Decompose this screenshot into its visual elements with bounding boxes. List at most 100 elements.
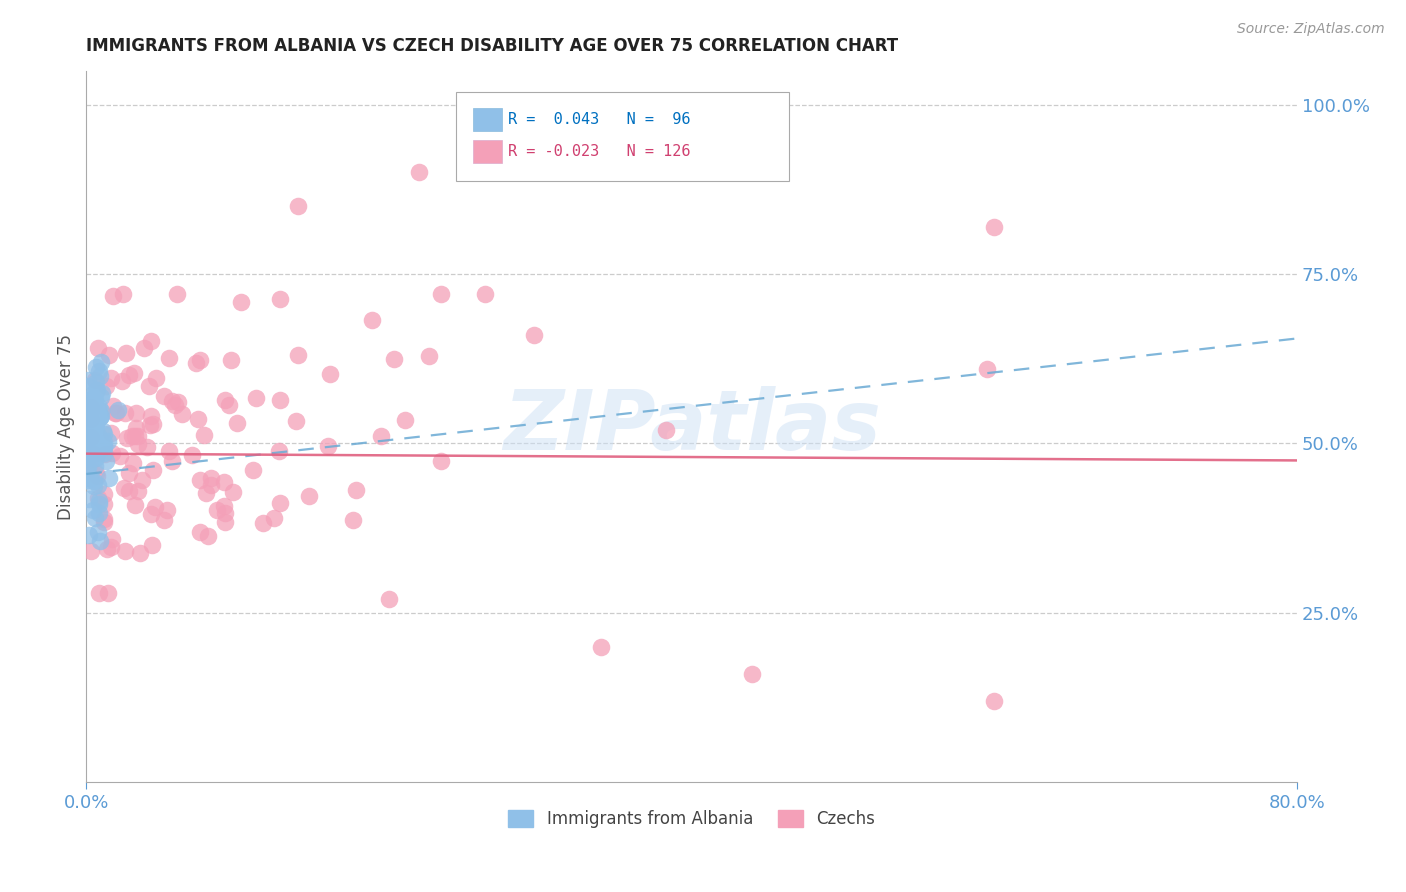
Point [80,471,103,485]
Point [90,355,112,369]
Point [188,473,211,487]
Point [131,473,153,487]
Point [86,406,108,420]
Point [269,496,291,510]
Point [86,417,108,432]
Point [83,394,105,409]
Point [983,219,1005,234]
Point [96,585,118,599]
Point [77,401,100,415]
Point [207,502,229,516]
Point [269,443,291,458]
Point [100,426,122,441]
Point [136,440,159,454]
Point [96,454,118,468]
Point [89,534,111,549]
Text: ZIPatlas: ZIPatlas [503,386,880,467]
Point [84,511,107,525]
Point [145,371,167,385]
Point [93,497,115,511]
Point [87,341,110,355]
Point [104,406,127,420]
Point [89,364,111,378]
Point [77,392,100,407]
Point [77,448,100,462]
Point [100,371,122,385]
Point [160,393,183,408]
Point [139,418,162,433]
Point [219,353,242,368]
Point [77,442,100,457]
Point [87,506,110,520]
Point [87,478,110,492]
Point [214,393,236,408]
Point [87,430,110,444]
Point [408,165,430,179]
Point [76,449,98,463]
Point [114,543,136,558]
Point [589,640,612,654]
Point [87,401,110,416]
Point [226,417,249,431]
Point [87,585,110,599]
Point [118,466,141,480]
Point [90,409,112,423]
Point [114,346,136,360]
Point [87,491,110,506]
Point [214,499,236,513]
Point [166,287,188,301]
Point [84,359,107,374]
Point [76,451,98,466]
Point [76,409,98,423]
Point [79,435,101,450]
Point [84,466,107,480]
Point [142,463,165,477]
Point [124,429,146,443]
FancyBboxPatch shape [456,92,789,181]
Point [76,473,98,487]
Point [200,471,222,485]
Point [122,366,145,380]
Point [84,424,107,438]
Point [86,468,108,483]
Point [80,461,103,475]
Point [100,532,122,546]
Point [125,420,148,434]
Point [86,525,108,540]
Point [91,385,114,400]
Point [79,443,101,458]
Point [138,378,160,392]
Point [93,487,115,501]
Text: IMMIGRANTS FROM ALBANIA VS CZECH DISABILITY AGE OVER 75 CORRELATION CHART: IMMIGRANTS FROM ALBANIA VS CZECH DISABIL… [86,37,898,55]
Point [382,352,405,367]
Point [214,475,236,489]
Point [142,417,165,431]
Point [89,369,111,384]
Point [124,498,146,512]
Point [287,348,309,362]
Point [87,400,110,414]
Point [121,429,143,443]
Point [83,431,105,445]
Point [97,434,120,449]
Point [89,437,111,451]
Point [83,385,105,400]
Point [86,383,108,397]
Point [93,446,115,460]
Point [83,450,105,465]
Point [360,313,382,327]
Point [83,424,105,438]
Text: R = -0.023   N = 126: R = -0.023 N = 126 [508,144,690,159]
Point [285,414,308,428]
Point [218,398,240,412]
Point [318,439,340,453]
Point [139,334,162,348]
Point [83,474,105,488]
Point [318,368,340,382]
Point [89,409,111,424]
Point [197,529,219,543]
Point [134,341,156,355]
Point [111,374,134,388]
Point [269,393,291,408]
Point [474,287,496,301]
